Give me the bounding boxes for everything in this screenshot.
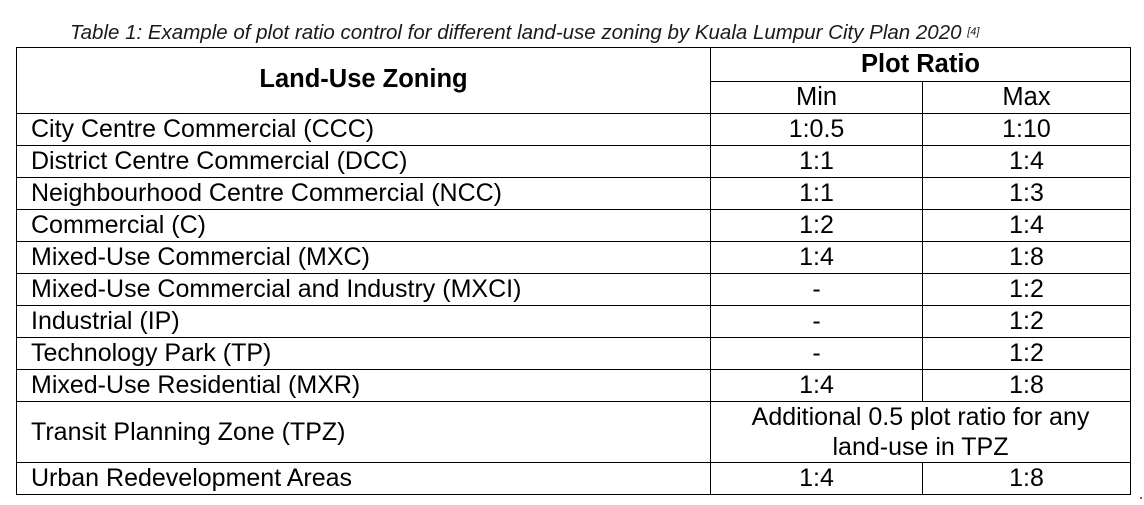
min-cell: 1:2 xyxy=(710,209,923,242)
zone-cell: District Centre Commercial (DCC) xyxy=(16,145,711,178)
min-cell: 1:1 xyxy=(710,177,923,210)
max-cell: 1:2 xyxy=(922,305,1131,338)
zone-cell: Urban Redevelopment Areas xyxy=(16,462,711,495)
zone-cell: City Centre Commercial (CCC) xyxy=(16,113,711,146)
max-cell: 1:2 xyxy=(922,273,1131,306)
table-caption: Table 1: Example of plot ratio control f… xyxy=(70,20,979,46)
zone-cell: Technology Park (TP) xyxy=(16,337,711,370)
min-cell: - xyxy=(710,305,923,338)
min-cell: 1:4 xyxy=(710,462,923,495)
table-row: Mixed-Use Commercial and Industry (MXCI)… xyxy=(16,273,1131,306)
table-row: Mixed-Use Commercial (MXC) 1:4 1:8 xyxy=(16,241,1131,274)
max-cell: 1:4 xyxy=(922,145,1131,178)
max-cell: 1:3 xyxy=(922,177,1131,210)
tpz-note-cell: Additional 0.5 plot ratio for any land-u… xyxy=(710,401,1131,463)
max-cell: 1:8 xyxy=(922,241,1131,274)
table-row: Technology Park (TP) - 1:2 xyxy=(16,337,1131,370)
table-row: Urban Redevelopment Areas 1:4 1:8 xyxy=(16,462,1131,495)
tpz-note-line: Additional 0.5 plot ratio for any xyxy=(751,403,1090,431)
max-cell: 1:8 xyxy=(922,462,1131,495)
max-cell: 1:2 xyxy=(922,337,1131,370)
min-cell: 1:0.5 xyxy=(710,113,923,146)
table-row: Commercial (C) 1:2 1:4 xyxy=(16,209,1131,242)
zone-cell: Mixed-Use Commercial and Industry (MXCI) xyxy=(16,273,711,306)
zone-cell: Transit Planning Zone (TPZ) xyxy=(16,401,711,463)
table-row: Neighbourhood Centre Commercial (NCC) 1:… xyxy=(16,177,1131,210)
min-cell: 1:4 xyxy=(710,369,923,402)
caption-reference: [4] xyxy=(967,26,980,38)
min-cell: 1:4 xyxy=(710,241,923,274)
table-row: District Centre Commercial (DCC) 1:1 1:4 xyxy=(16,145,1131,178)
zone-cell: Mixed-Use Residential (MXR) xyxy=(16,369,711,402)
min-cell: 1:1 xyxy=(710,145,923,178)
header-min: Min xyxy=(710,80,923,114)
corner-mark xyxy=(1140,497,1142,499)
zone-cell: Neighbourhood Centre Commercial (NCC) xyxy=(16,177,711,210)
zone-cell: Commercial (C) xyxy=(16,209,711,242)
caption-text: Table 1: Example of plot ratio control f… xyxy=(70,21,968,44)
min-cell: - xyxy=(710,337,923,370)
tpz-note-line: land-use in TPZ xyxy=(832,433,1009,461)
zone-cell: Mixed-Use Commercial (MXC) xyxy=(16,241,711,274)
table-row: Mixed-Use Residential (MXR) 1:4 1:8 xyxy=(16,369,1131,402)
header-plot-ratio: Plot Ratio xyxy=(710,47,1131,82)
table-row: Industrial (IP) - 1:2 xyxy=(16,305,1131,338)
zone-cell: Industrial (IP) xyxy=(16,305,711,338)
max-cell: 1:8 xyxy=(922,369,1131,402)
plot-ratio-table: Land-Use Zoning Plot Ratio Min Max City … xyxy=(16,47,1131,495)
header-max: Max xyxy=(922,80,1131,114)
min-cell: - xyxy=(710,273,923,306)
table-row: City Centre Commercial (CCC) 1:0.5 1:10 xyxy=(16,113,1131,146)
table-row-tpz: Transit Planning Zone (TPZ) Additional 0… xyxy=(16,401,1131,463)
max-cell: 1:4 xyxy=(922,209,1131,242)
header-land-use-zoning: Land-Use Zoning xyxy=(16,47,711,114)
max-cell: 1:10 xyxy=(922,113,1131,146)
